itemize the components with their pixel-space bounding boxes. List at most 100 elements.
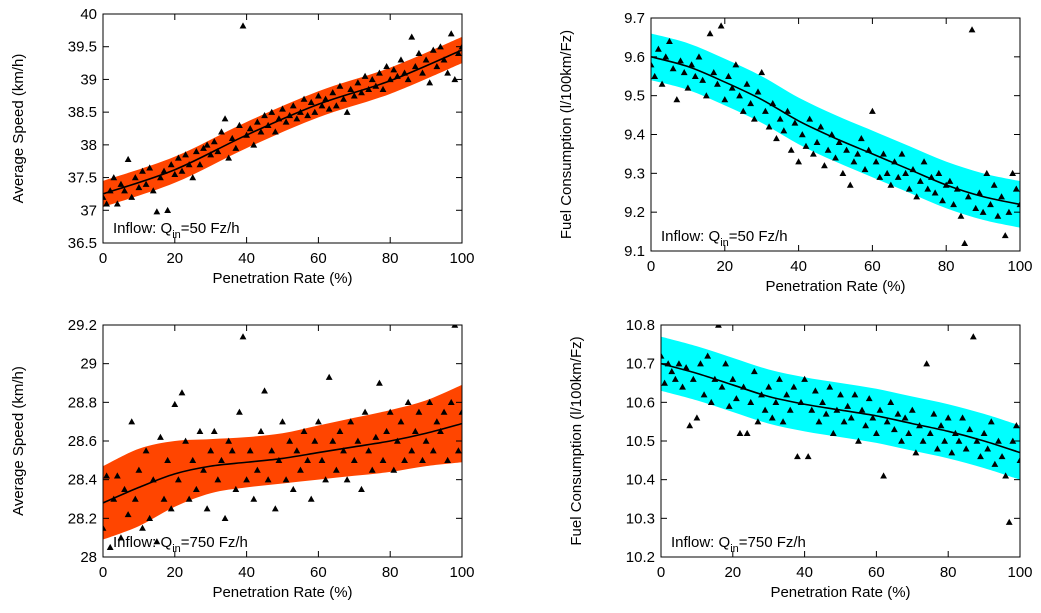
chart-1-data-point xyxy=(261,112,268,119)
chart-3-y-tick-label: 28.6 xyxy=(68,433,97,450)
chart-4-data-point xyxy=(873,429,880,436)
chart-1-data-point xyxy=(451,76,459,83)
chart-2-data-point xyxy=(658,80,666,87)
chart-2-data-point xyxy=(902,169,910,177)
chart-2-y-tick-label: 9.4 xyxy=(624,127,645,144)
chart-2-data-point xyxy=(802,142,810,149)
chart-3-data-point xyxy=(422,437,430,444)
chart-2-data-point xyxy=(920,158,928,165)
chart-2-data-point xyxy=(809,150,817,157)
chart-2-data-point xyxy=(909,166,917,173)
chart-4-data-point xyxy=(1005,518,1013,525)
chart-2-data-point xyxy=(780,127,788,134)
chart-2-data-point xyxy=(828,131,836,138)
chart-3-data-point xyxy=(236,408,243,415)
chart-4-data-point xyxy=(980,429,988,436)
chart-4-x-tick-label: 20 xyxy=(724,564,741,581)
chart-3-y-tick-label: 28.2 xyxy=(68,510,97,527)
chart-2-data-point xyxy=(928,173,935,180)
chart-4-data-point xyxy=(715,325,722,328)
chart-3-y-axis-label: Average Speed (km/h) xyxy=(10,366,27,516)
chart-3-annotation-prefix: Inflow: Q xyxy=(113,534,172,551)
chart-4-data-point xyxy=(725,402,733,409)
chart-2-data-point xyxy=(964,193,972,200)
chart-4-data-point xyxy=(901,414,909,421)
chart-1-data-point xyxy=(397,56,405,63)
chart-2-data-point xyxy=(894,173,902,180)
chart-4-data-point xyxy=(819,398,826,406)
chart-1-data-point xyxy=(358,89,365,96)
chart-1-data-point xyxy=(365,85,373,92)
chart-3-data-point xyxy=(315,418,322,425)
chart-4-data-point xyxy=(693,414,701,421)
chart-4-x-tick-label: 0 xyxy=(657,564,665,581)
chart-2-x-axis-label: Penetration Rate (%) xyxy=(765,278,905,295)
chart-2-data-point xyxy=(994,212,1002,219)
chart-1: 0 20 40 60 80 100 36.5 37 37.5 38 38.5 39 39.5 40 Pene… xyxy=(10,6,475,287)
chart-4-data-point xyxy=(934,445,941,452)
chart-4-data-point xyxy=(991,460,999,467)
chart-4-x-tick-label: 100 xyxy=(1007,564,1032,581)
chart-2-data-point xyxy=(880,150,887,157)
chart-1-data-point xyxy=(135,183,143,191)
chart-3-data-point xyxy=(289,485,297,493)
chart-3-data-point xyxy=(332,466,340,473)
chart-3-annotation-suffix: =750 Fz/h xyxy=(181,534,248,551)
chart-3-data-point xyxy=(379,456,387,464)
chart-4-data-point xyxy=(1002,472,1010,479)
chart-1-data-point xyxy=(458,43,462,50)
chart-1-y-tick-label: 37.5 xyxy=(68,170,97,187)
chart-1-data-point xyxy=(160,167,168,174)
chart-4-y-tick-label: 10.2 xyxy=(626,549,655,566)
chart-1-data-point xyxy=(174,154,182,161)
chart-2-data-point xyxy=(942,181,950,188)
chart-3-data-point xyxy=(429,447,437,454)
chart-4-confidence-band xyxy=(661,336,1020,480)
chart-1-data-point xyxy=(106,187,114,194)
chart-3-data-point xyxy=(300,427,308,435)
chart-4-data-point xyxy=(869,414,877,421)
chart-4-data-point xyxy=(959,414,966,421)
chart-3-plot-area xyxy=(103,325,462,551)
chart-4-annotation-prefix: Inflow: Q xyxy=(671,534,730,551)
chart-2-data-point xyxy=(935,169,943,177)
chart-1-data-point xyxy=(178,167,186,174)
chart-4-data-point xyxy=(664,360,672,367)
chart-4-data-point xyxy=(829,429,837,436)
chart-2-data-point xyxy=(1005,208,1013,215)
chart-4-data-point xyxy=(808,406,816,413)
chart-1-data-point xyxy=(214,148,222,155)
chart-4-data-point xyxy=(754,418,762,425)
chart-1-data-point xyxy=(225,154,233,161)
chart-2-confidence-band xyxy=(651,33,1020,228)
chart-2-data-point xyxy=(1016,201,1020,208)
chart-4-x-tick-label: 40 xyxy=(796,564,813,581)
chart-4-data-point xyxy=(776,375,783,382)
chart-3-data-point xyxy=(336,427,344,435)
chart-2-data-point xyxy=(835,138,843,145)
chart-1-data-point xyxy=(376,69,383,76)
chart-4: 0 20 40 60 80 100 10.2 10.3 10.4 10.5 10.6 10.7 10.8… xyxy=(568,317,1033,601)
chart-3-y-tick-label: 29.2 xyxy=(68,317,97,334)
chart-3-data-point xyxy=(415,408,423,415)
chart-1-data-point xyxy=(164,206,172,214)
chart-4-annotation-suffix: =750 Fz/h xyxy=(739,534,806,551)
chart-1-data-point xyxy=(185,161,193,168)
chart-2-data-point xyxy=(688,61,695,68)
chart-2-data-point xyxy=(924,185,932,192)
chart-4-data-point xyxy=(916,422,923,429)
chart-2-annotation-subscript: in xyxy=(720,237,729,249)
chart-1-x-tick-label: 60 xyxy=(310,250,327,267)
chart-4-data-point xyxy=(711,375,719,382)
chart-1-data-point xyxy=(429,46,437,53)
chart-3-x-axis-label: Penetration Rate (%) xyxy=(212,584,352,601)
chart-4-data-point xyxy=(865,395,873,402)
chart-1-data-point xyxy=(200,144,207,151)
chart-1-y-tick-label: 40 xyxy=(80,6,97,23)
chart-4-data-point xyxy=(944,414,952,421)
chart-1-data-point xyxy=(189,174,197,181)
chart-2-data-point xyxy=(983,169,991,177)
chart-2-data-point xyxy=(669,65,677,72)
chart-1-data-point xyxy=(196,161,204,168)
chart-4-data-point xyxy=(923,360,931,367)
